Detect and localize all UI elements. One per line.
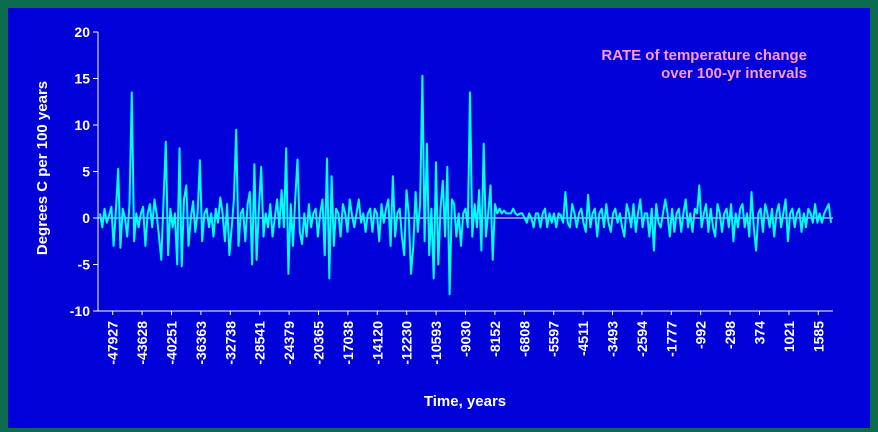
x-tick-label: -32738: [222, 321, 238, 365]
x-tick-label: 1585: [810, 321, 826, 352]
x-tick-label: -20365: [311, 321, 327, 365]
x-tick-label: -10593: [428, 321, 444, 365]
x-tick-label: -3493: [605, 321, 621, 357]
x-tick-label: -5597: [546, 321, 562, 357]
x-tick-label: -28541: [252, 321, 268, 365]
x-tick-label: -9030: [458, 321, 474, 357]
annotation-line-1: RATE of temperature change: [601, 47, 807, 64]
chart: RATE of temperature change over 100-yr i…: [34, 24, 833, 410]
x-tick-label: 1021: [781, 321, 797, 352]
y-tick-label: -10: [70, 303, 90, 319]
x-axis-title: Time, years: [424, 393, 506, 410]
x-tick-label: -12230: [399, 321, 415, 365]
x-tick-label: -47927: [105, 321, 121, 365]
x-tick-label: -992: [693, 321, 709, 349]
chart-frame: RATE of temperature change over 100-yr i…: [8, 8, 870, 428]
x-tick-label: -24379: [281, 321, 297, 365]
x-tick-label: -14120: [369, 321, 385, 365]
y-tick-label: 0: [82, 210, 90, 226]
x-tick-label: -43628: [134, 321, 150, 365]
x-tick-label: -8152: [487, 321, 503, 357]
y-axis-title: Degrees C per 100 years: [34, 81, 51, 255]
x-tick-label: -6808: [516, 321, 532, 357]
x-tick-label: -4511: [575, 321, 591, 356]
x-tick-label: -17038: [340, 321, 356, 365]
x-tick-label: -36363: [193, 321, 209, 365]
series-line: [99, 74, 832, 296]
y-tick-label: -5: [78, 257, 91, 273]
x-tick-label: -40251: [164, 321, 180, 365]
x-tick-label: 374: [752, 321, 768, 345]
annotation-line-2: over 100-yr intervals: [661, 65, 807, 82]
y-tick-label: 5: [82, 164, 90, 180]
x-tick-label: -2594: [634, 321, 650, 357]
x-tick-label: -298: [722, 321, 738, 349]
y-tick-label: 10: [74, 117, 90, 133]
x-tick-label: -1777: [663, 321, 679, 357]
y-tick-label: 15: [74, 71, 90, 87]
y-tick-label: 20: [74, 24, 90, 40]
